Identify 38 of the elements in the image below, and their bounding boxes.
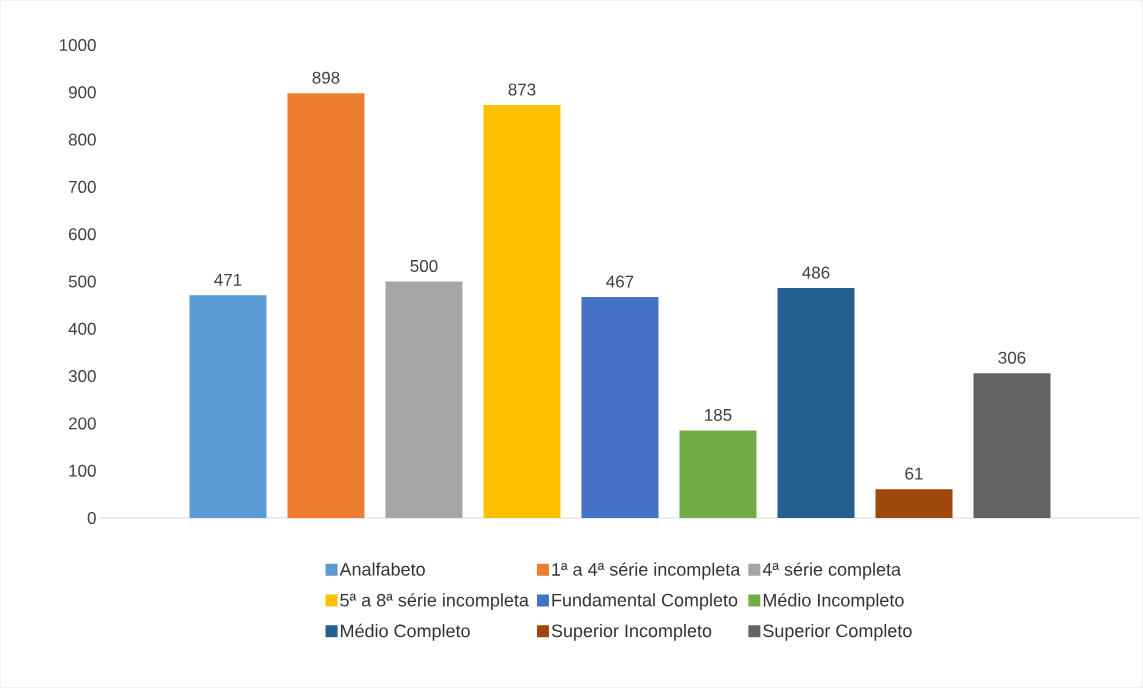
- legend-label: Superior Completo: [763, 623, 912, 641]
- legend-label: 5ª a 8ª série incompleta: [340, 593, 529, 611]
- legend-label: Fundamental Completo: [552, 593, 738, 611]
- bar: [287, 93, 365, 518]
- y-tick-label: 100: [69, 464, 96, 477]
- legend-label: 1ª a 4ª série incompleta: [552, 562, 741, 580]
- data-label: 306: [998, 351, 1026, 364]
- y-tick-label: 0: [87, 511, 96, 525]
- data-label: 898: [312, 71, 340, 84]
- y-tick-label: 300: [68, 370, 96, 383]
- data-label: 500: [410, 259, 438, 272]
- bar: [385, 281, 463, 518]
- y-tick-label: 200: [68, 417, 96, 430]
- legend-label: Analfabeto: [339, 562, 425, 576]
- bar: [581, 297, 659, 518]
- y-tick-label: 700: [68, 180, 96, 193]
- bar: [973, 373, 1051, 518]
- legend-label: Médio Completo: [341, 623, 470, 641]
- data-label: 185: [705, 408, 732, 421]
- y-tick-label: 900: [68, 86, 96, 99]
- data-label: 471: [214, 273, 242, 286]
- y-tick-label: 800: [68, 133, 96, 146]
- bar: [777, 288, 855, 518]
- bar: [483, 105, 561, 518]
- data-label: 61: [905, 467, 923, 480]
- bar: [189, 295, 267, 518]
- legend-label: Médio Incompleto: [763, 593, 904, 611]
- data-label: 467: [606, 275, 634, 288]
- bar: [875, 489, 953, 518]
- bar: [679, 430, 757, 518]
- y-tick-label: 1000: [59, 38, 96, 52]
- legend-label: Superior Incompleto: [551, 623, 712, 641]
- data-label: 873: [508, 83, 536, 96]
- legend-label: 4ª série completa: [762, 562, 902, 580]
- data-label: 486: [802, 266, 830, 279]
- y-tick-label: 500: [68, 275, 96, 288]
- y-tick-label: 600: [68, 228, 96, 241]
- y-tick-label: 400: [68, 322, 96, 335]
